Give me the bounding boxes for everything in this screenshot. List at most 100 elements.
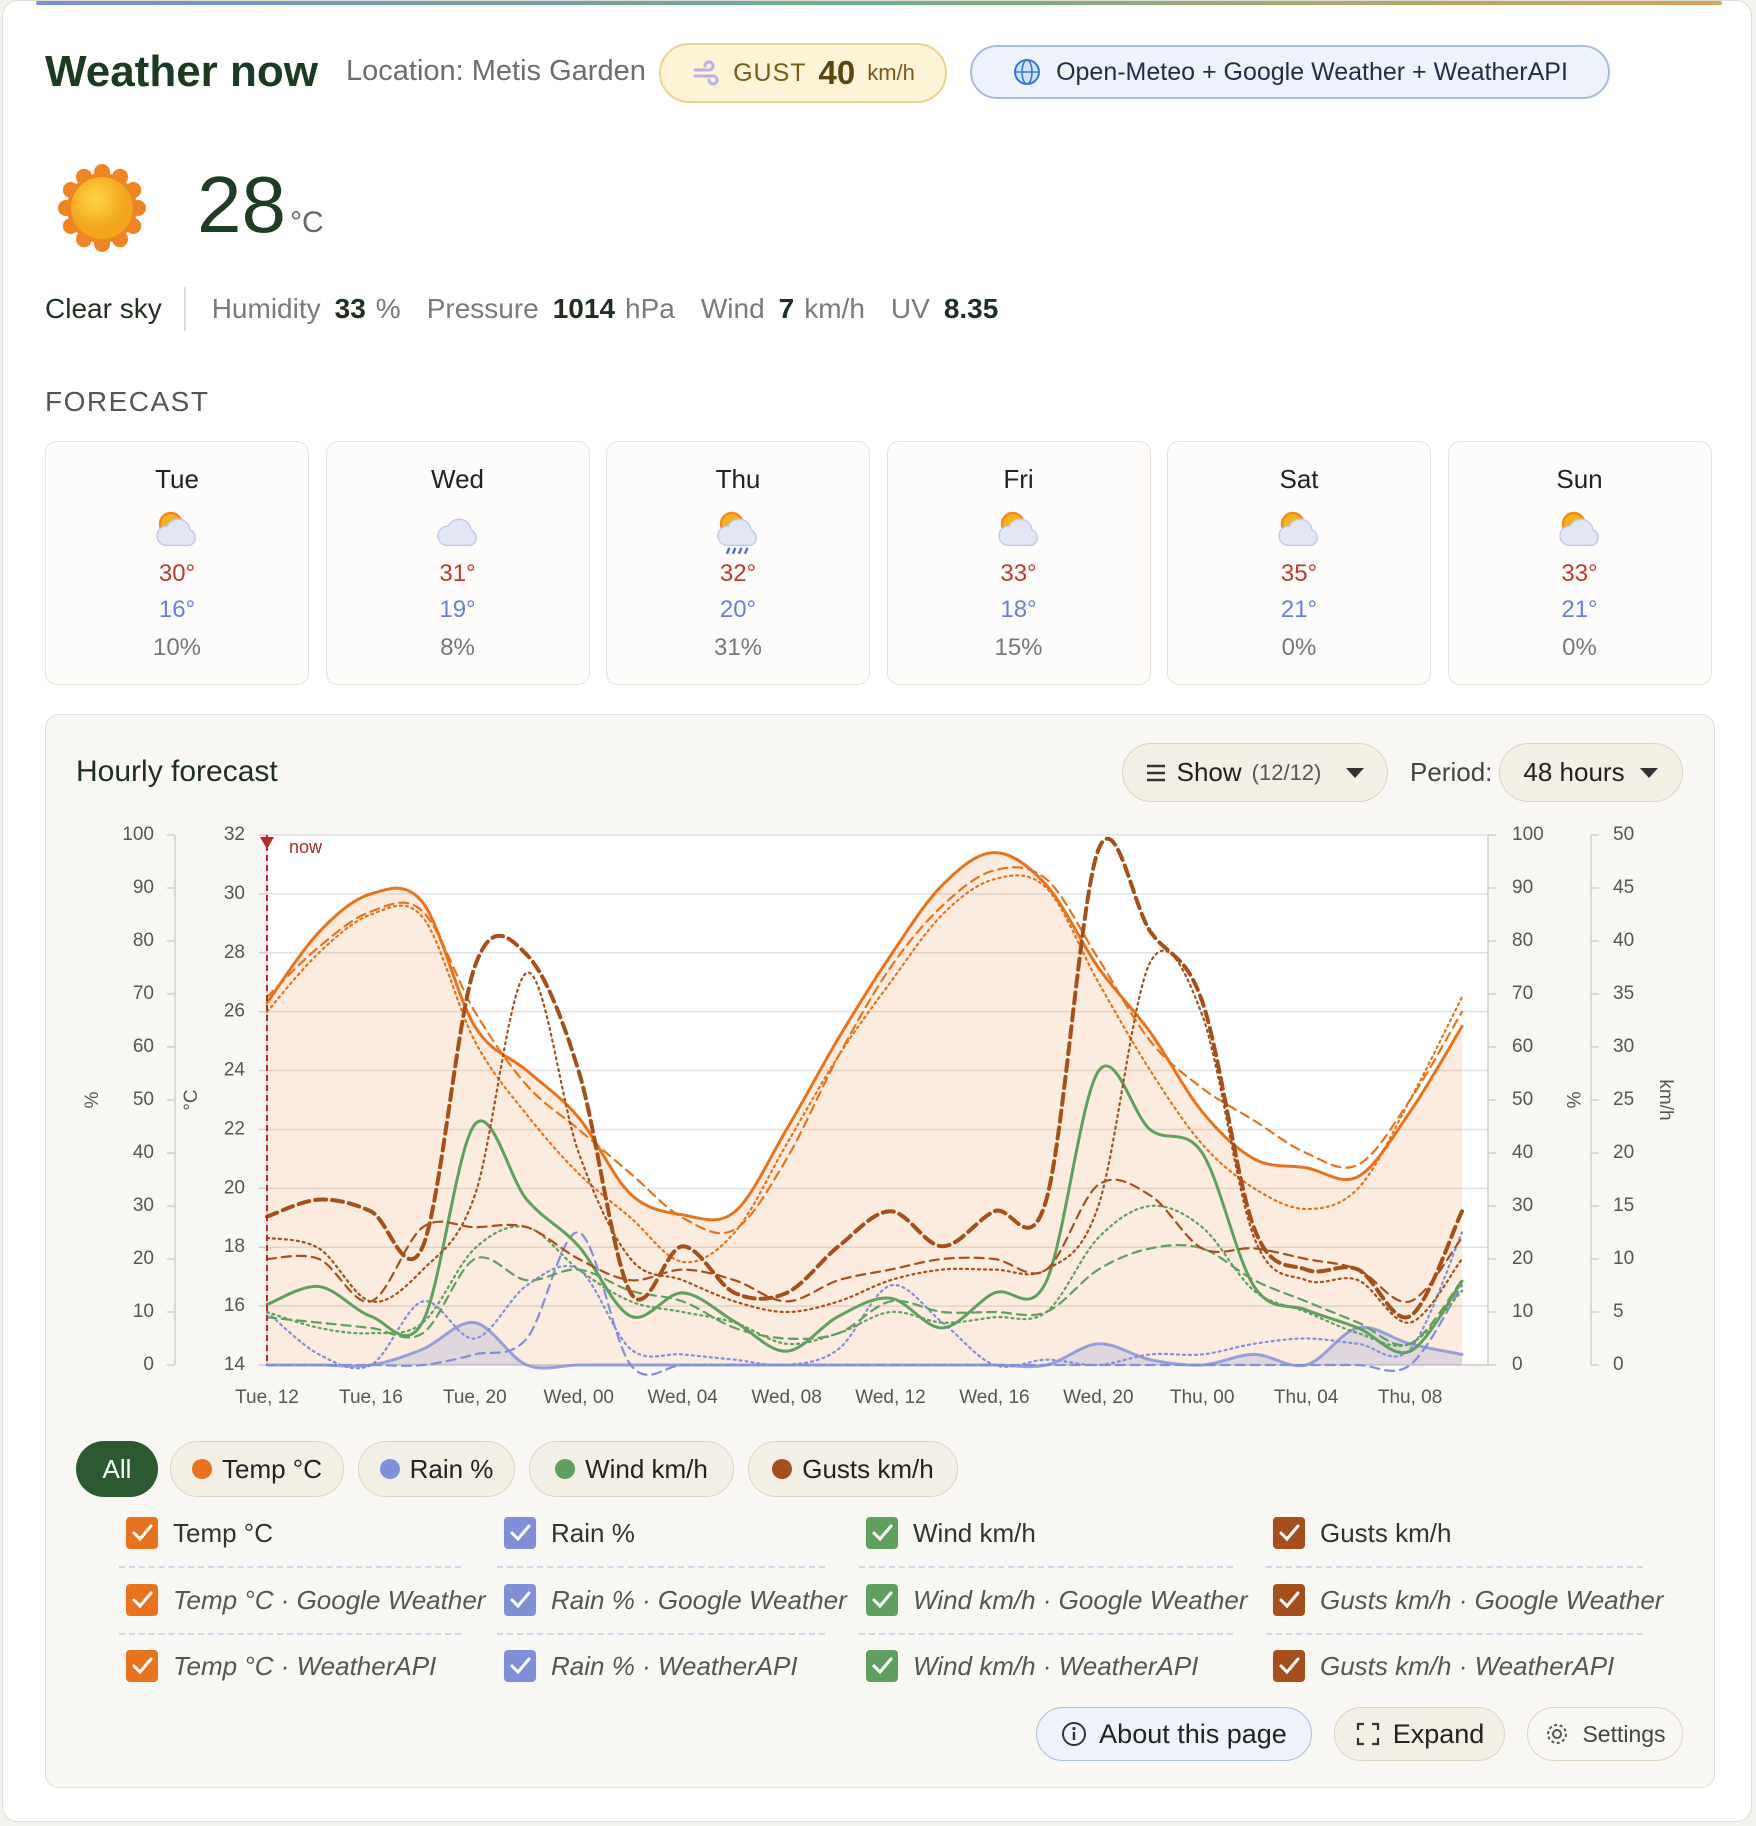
toggle-label: Wind km/h · Google Weather <box>913 1584 1248 1615</box>
toggle-label: Gusts km/h <box>1320 1517 1452 1548</box>
checkbox[interactable] <box>865 1649 899 1683</box>
day-rain: 10% <box>152 634 202 661</box>
show-count: (12/12) <box>1251 759 1322 785</box>
checkbox[interactable] <box>1272 1516 1306 1550</box>
button[interactable]: About this page <box>1036 1707 1312 1761</box>
sun-icon <box>58 164 146 252</box>
gust-label: GUST <box>733 58 807 87</box>
chip-dot <box>555 1459 576 1479</box>
separator <box>497 1566 825 1568</box>
button[interactable]: Expand <box>1334 1707 1505 1761</box>
metric-value: 1014 <box>552 293 616 324</box>
conditions-row: Clear sky Humidity 33% Pressure 1014 hPa Wind 7… <box>45 287 1008 331</box>
separator <box>859 1566 1233 1568</box>
filter-chip[interactable]: Temp °C <box>170 1441 344 1497</box>
chip-label: Gusts km/h <box>802 1453 934 1484</box>
day-low: 21° <box>1561 596 1598 623</box>
checkbox[interactable] <box>125 1649 159 1683</box>
chip-label: Rain % <box>409 1453 494 1484</box>
separator <box>1266 1633 1643 1635</box>
metric-value: 33 <box>334 293 366 324</box>
temp-unit: °C <box>289 206 324 239</box>
series-toggle[interactable]: Wind km/h · Google Weather <box>865 1582 1248 1618</box>
condition: Clear sky <box>45 293 162 324</box>
forecast-card: Sat 35° 21° 0% <box>1167 441 1431 685</box>
checkbox[interactable] <box>865 1516 899 1550</box>
series-toggle[interactable]: Wind km/h · WeatherAPI <box>865 1648 1198 1684</box>
period-dropdown[interactable]: 48 hours <box>1499 743 1683 802</box>
gear-icon <box>1547 1724 1568 1744</box>
day-high: 31° <box>439 560 476 587</box>
weather-icon <box>156 511 197 547</box>
weather-icon <box>1278 511 1319 547</box>
forecast-card: Wed 31° 19° 8% <box>325 441 590 685</box>
checkbox[interactable] <box>503 1649 537 1683</box>
day-high: 33° <box>1561 560 1598 587</box>
checkbox[interactable] <box>503 1516 537 1550</box>
show-dropdown[interactable]: Show (12/12) <box>1122 743 1388 802</box>
separator <box>859 1633 1233 1635</box>
menu-icon <box>1146 764 1165 781</box>
weather-icon <box>1558 511 1599 547</box>
day-name: Wed <box>431 464 484 494</box>
button-label: About this page <box>1099 1718 1287 1749</box>
day-rain: 0% <box>1562 634 1597 661</box>
series-toggle[interactable]: Gusts km/h <box>1272 1515 1451 1551</box>
hourly-title: Hourly forecast <box>76 755 278 788</box>
checkbox[interactable] <box>865 1583 899 1617</box>
day-low: 19° <box>439 596 476 623</box>
toggle-label: Wind km/h <box>913 1517 1036 1548</box>
series-toggle[interactable]: Rain % <box>503 1515 635 1551</box>
series-toggle[interactable]: Rain % · Google Weather <box>503 1582 847 1618</box>
series-toggle[interactable]: Temp °C <box>125 1515 273 1551</box>
divider <box>183 287 186 331</box>
day-low: 18° <box>1000 596 1037 623</box>
checkbox[interactable] <box>125 1583 159 1617</box>
metric-value: 7 <box>778 293 795 324</box>
chip-label: Temp °C <box>222 1453 322 1484</box>
series-toggle[interactable]: Wind km/h <box>865 1515 1036 1551</box>
metric-value: 8.35 <box>943 293 999 324</box>
sources-pill: Open-Meteo + Google Weather + WeatherAPI <box>970 45 1610 99</box>
separator <box>119 1633 461 1635</box>
separator <box>497 1633 825 1635</box>
checkbox[interactable] <box>503 1583 537 1617</box>
toggle-label: Temp °C · Google Weather <box>173 1584 486 1615</box>
globe-icon <box>1014 59 1041 85</box>
checkbox[interactable] <box>1272 1649 1306 1683</box>
day-rain: 8% <box>440 634 475 661</box>
filter-chip[interactable]: Gusts km/h <box>748 1441 958 1497</box>
toggle-label: Gusts km/h · WeatherAPI <box>1320 1650 1615 1681</box>
forecast-title: FORECAST <box>45 386 210 417</box>
series-toggle[interactable]: Gusts km/h · Google Weather <box>1272 1582 1663 1618</box>
metric-unit: km/h <box>804 293 865 324</box>
expand-icon <box>1356 1722 1379 1746</box>
day-low: 21° <box>1280 596 1318 623</box>
series-toggle[interactable]: Gusts km/h · WeatherAPI <box>1272 1648 1614 1684</box>
day-name: Fri <box>1003 464 1034 494</box>
day-name: Sat <box>1279 464 1319 494</box>
filter-chip[interactable]: Wind km/h <box>529 1441 734 1497</box>
temp-value: 28 <box>197 160 286 249</box>
toggle-label: Wind km/h · WeatherAPI <box>913 1650 1199 1681</box>
checkbox[interactable] <box>125 1516 159 1550</box>
separator <box>119 1566 461 1568</box>
gust-value: 40 <box>818 54 856 91</box>
forecast-card: Tue 30° 16° 10% <box>45 441 309 685</box>
filter-chip[interactable]: Rain % <box>358 1441 515 1497</box>
toggle-label: Gusts km/h · Google Weather <box>1320 1584 1664 1615</box>
series-toggle[interactable]: Temp °C · WeatherAPI <box>125 1648 436 1684</box>
weather-icon <box>997 511 1038 547</box>
series-toggle[interactable]: Rain % · WeatherAPI <box>503 1648 798 1684</box>
button[interactable]: Settings <box>1527 1707 1683 1761</box>
chip-dot <box>379 1459 400 1479</box>
gust-unit: km/h <box>867 60 915 85</box>
weather-icon <box>717 511 758 555</box>
toggle-label: Temp °C · WeatherAPI <box>173 1650 437 1681</box>
filter-chip-all[interactable]: All <box>76 1441 158 1497</box>
info-icon <box>1062 1722 1087 1746</box>
day-high: 32° <box>719 560 757 587</box>
checkbox[interactable] <box>1272 1583 1306 1617</box>
series-toggle[interactable]: Temp °C · Google Weather <box>125 1582 485 1618</box>
day-low: 20° <box>719 596 757 623</box>
